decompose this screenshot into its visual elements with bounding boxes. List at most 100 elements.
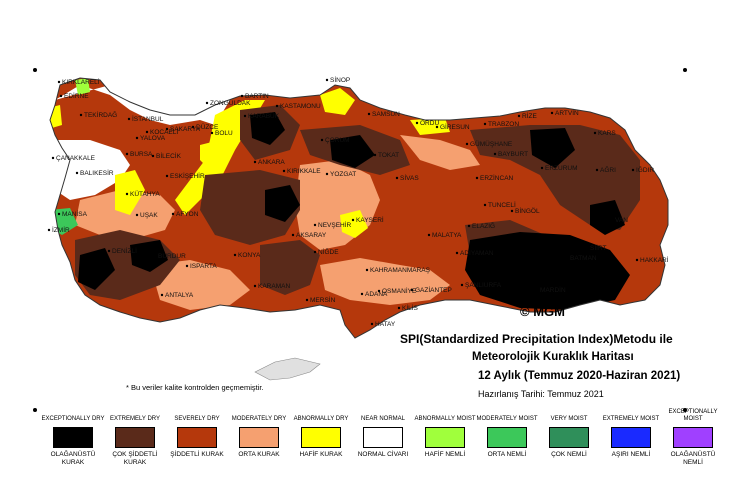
city-marker — [493, 152, 497, 156]
exceptional-dry-zone — [530, 128, 575, 168]
city-marker — [135, 136, 139, 140]
city-marker — [435, 125, 439, 129]
city-label: YALOVA — [140, 135, 166, 142]
city-label: ADIYAMAN — [460, 250, 494, 257]
city-marker — [595, 168, 599, 172]
city-marker — [370, 322, 374, 326]
city-label: UŞAK — [140, 212, 158, 219]
abnormal-dry-zone — [115, 170, 145, 215]
legend-swatch — [239, 427, 279, 448]
city-marker — [125, 152, 129, 156]
near-normal-zone — [55, 140, 130, 200]
city-marker — [59, 94, 63, 98]
city-marker — [107, 249, 111, 253]
city-label: BALIKESİR — [80, 168, 114, 177]
abnormal-moist-zone — [75, 78, 90, 95]
moderate-dry-zone — [320, 258, 450, 305]
city-label: KASTAMONU — [280, 103, 321, 110]
city-label: BAYBURT — [498, 151, 528, 158]
city-marker — [427, 233, 431, 237]
legend-label-en: EXCEPTIONALLY MOIST — [668, 409, 718, 422]
moderate-dry-zone — [150, 260, 250, 310]
city-marker — [565, 256, 569, 260]
city-label: IĞDIR — [636, 165, 654, 174]
legend-item: EXTREMELY DRY ÇOK ŞİDDETLİ KURAK — [102, 407, 168, 467]
exceptional-dry-zone — [590, 200, 625, 235]
legend-item: SEVERELY DRY ŞİDDETLİ KURAK — [164, 407, 230, 459]
legend-item: EXTREMELY MOIST AŞIRI NEMLİ — [598, 407, 664, 459]
legend-swatch — [549, 427, 589, 448]
city-marker — [415, 121, 419, 125]
legend-label-tr: ORTA KURAK — [238, 451, 280, 458]
legend-item: MODERATELY DRY ORTA KURAK — [226, 407, 292, 459]
city-marker — [517, 114, 521, 118]
legend-label-en: EXCEPTIONALLY DRY — [41, 416, 105, 422]
map-period: 12 Aylık (Temmuz 2020-Haziran 2021) — [478, 370, 681, 382]
legend-label-en: SEVERELY DRY — [174, 416, 220, 422]
city-marker — [377, 289, 381, 293]
city-label: HATAY — [375, 321, 396, 328]
city-label: KIRKLARELİ — [62, 77, 100, 86]
city-marker — [351, 218, 355, 222]
city-marker — [165, 127, 169, 131]
city-marker — [465, 142, 469, 146]
city-marker — [275, 104, 279, 108]
city-label: SİİRT — [590, 243, 607, 252]
city-label: BATMAN — [570, 255, 597, 262]
city-marker — [410, 288, 414, 292]
city-label: ANKARA — [258, 159, 285, 166]
city-label: SAMSUN — [372, 111, 400, 118]
city-marker — [320, 138, 324, 142]
city-label: KİLİS — [402, 303, 419, 312]
legend-label-en: EXTREMELY DRY — [109, 416, 160, 422]
city-label: MERSİN — [310, 295, 336, 304]
legend-label-en: ABNORMALLY MOIST — [414, 416, 476, 422]
city-marker — [165, 174, 169, 178]
legend-label-en: MODERATELY DRY — [231, 416, 287, 422]
city-marker — [367, 112, 371, 116]
corner-marker — [33, 68, 37, 72]
legend-item: EXCEPTIONALLY MOIST OLAĞANÜSTÜ NEMLİ — [660, 407, 726, 467]
city-label: ÇANAKKALE — [56, 155, 96, 162]
city-label: AĞRI — [600, 165, 616, 174]
city-marker — [125, 192, 129, 196]
city-marker — [475, 176, 479, 180]
city-label: KAYSERİ — [356, 215, 384, 224]
city-marker — [593, 131, 597, 135]
city-marker — [57, 212, 61, 216]
city-marker — [313, 223, 317, 227]
corner-marker — [33, 408, 37, 412]
city-marker — [313, 250, 317, 254]
cyprus-outline — [254, 357, 321, 381]
city-label: TEKİRDAĞ — [84, 110, 117, 119]
legend-label-tr: AŞIRI NEMLİ — [611, 451, 651, 458]
city-label: ÇORUM — [325, 137, 350, 144]
city-label: DENİZLİ — [112, 246, 137, 255]
city-marker — [153, 254, 157, 258]
legend-swatch — [363, 427, 403, 448]
city-marker — [291, 233, 295, 237]
city-marker — [467, 224, 471, 228]
city-marker — [240, 94, 244, 98]
city-label: MARDİN — [540, 285, 566, 294]
city-marker — [253, 160, 257, 164]
legend-label-en: VERY MOIST — [550, 416, 588, 422]
map-subtitle: Meteorolojik Kuraklık Haritası — [472, 351, 634, 363]
city-label: KARS — [598, 130, 616, 137]
city-label: GİRESUN — [440, 122, 470, 131]
city-label: EDİRNE — [64, 91, 89, 100]
mgm-logo: © MGM — [520, 304, 565, 319]
legend-label-tr: ŞİDDETLİ KURAK — [170, 451, 224, 458]
city-label: SİVAS — [400, 173, 419, 182]
city-marker — [373, 153, 377, 157]
city-label: DÜZCE — [196, 123, 219, 131]
city-marker — [191, 125, 195, 129]
city-marker — [171, 212, 175, 216]
city-label: TRABZON — [488, 121, 519, 128]
city-marker — [75, 171, 79, 175]
city-label: ERZURUM — [545, 165, 578, 172]
legend-label-en: MODERATELY MOIST — [476, 416, 538, 422]
city-label: HAKKARİ — [640, 255, 669, 264]
legend-item: VERY MOIST ÇOK NEMLİ — [536, 407, 602, 459]
